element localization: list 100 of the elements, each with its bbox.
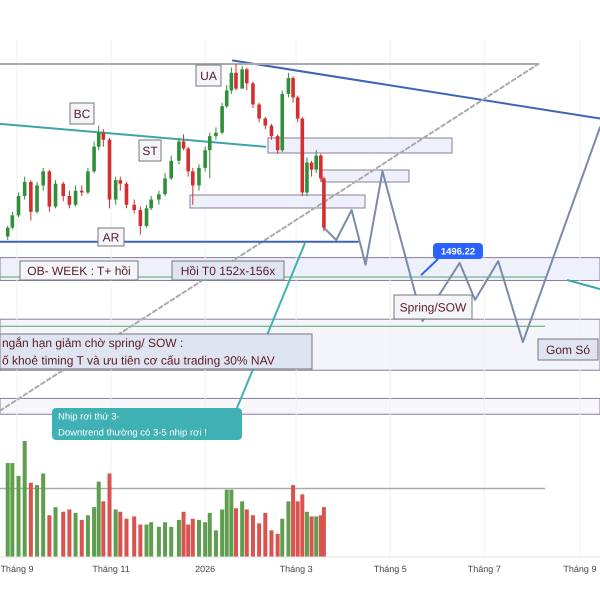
candlestick [22,176,26,200]
candlestick [214,126,218,140]
bar [263,512,268,557]
bar [169,526,174,557]
candlestick [197,164,201,192]
candlestick [224,84,229,108]
candlestick [314,150,318,174]
x-tick-label: Tháng 5 [374,564,407,574]
candlestick [163,172,167,196]
bar [234,508,238,557]
candlestick [182,134,186,151]
bar [74,512,78,557]
text: Hồi T0 152x-156x [180,264,276,278]
x-tick-label: Tháng 11 [92,564,130,574]
annotation: UA [200,68,217,83]
bar [244,509,249,557]
bar [114,509,118,557]
bar [250,515,255,557]
candlestick [244,67,249,91]
x-tick-label: 2026 [195,564,216,574]
bar [47,515,52,557]
bar [16,476,21,557]
text: ngắn hạn giảm chờ spring/ SOW : ố khoẻ timing T và ưu tiên cơ cấu trading 30% NAV [2,336,275,368]
candlestick [186,146,190,178]
candlestick [291,76,295,104]
x-tick-label: Tháng 9 [563,564,596,574]
bar [124,518,128,557]
bar [214,530,218,557]
candlestick [169,155,174,181]
candlestick [263,116,268,130]
candlestick [270,123,274,140]
bar [280,518,284,557]
candlestick [86,167,90,195]
candlestick [10,211,14,230]
candlestick [240,65,244,90]
bar [108,473,112,557]
bar [132,516,136,557]
candlestick [310,160,314,178]
bar [304,512,309,557]
candlestick [251,81,255,108]
text: OB- WEEK : T+ hồi [27,264,131,278]
candlestick [41,167,45,192]
candlestick [286,72,290,98]
bar [101,501,106,557]
bar [276,534,280,557]
candlestick [144,204,148,228]
bar [61,512,66,557]
candlestick [114,176,118,206]
annotation: BC [74,106,91,121]
candlestick [276,134,280,154]
bar [86,515,90,557]
bar [286,501,290,557]
candlestick [203,146,207,172]
candlestick [230,67,234,94]
bar [22,441,27,557]
candlestick [68,190,72,209]
candlestick [234,64,238,91]
candlestick [296,95,300,123]
bar [269,530,274,557]
candlestick [61,181,66,202]
bar [138,524,142,557]
bar [322,507,326,557]
annotation: ST [142,144,158,158]
candlestick [16,192,20,218]
text: Gom Só [546,342,590,357]
bar [163,522,168,557]
candlestick [177,137,181,165]
candlestick [102,128,106,148]
candlestick [74,184,78,208]
candlestick [149,196,153,211]
candlestick [118,176,122,192]
candlestick [80,184,84,196]
bar [35,485,40,557]
bar [118,512,122,557]
candlestick [208,132,212,179]
candlestick [96,125,101,151]
candlestick [257,102,261,123]
bar [310,516,314,557]
candlestick [157,190,161,206]
text: Nhịp rơi thứ 3- Downtrend thường có 3-5 nhịp rơi ! [58,411,207,438]
bar [196,520,201,557]
annotation: 1496.22 [440,246,476,258]
candlestick [124,181,128,209]
bar [240,501,244,557]
bar [80,520,84,557]
x-tick-label: Tháng 7 [468,564,501,574]
bar [28,482,33,557]
bar [41,473,46,557]
bar [156,526,161,557]
bar [182,512,186,557]
x-tick-label: Tháng 9 [0,564,34,574]
annotation: AR [102,230,120,244]
candlestick [54,180,58,209]
bar [314,516,318,557]
x-tick-label: Tháng 3 [280,564,313,574]
bar [176,520,181,557]
candlestick [6,225,10,240]
text: Spring/SOW [400,300,468,314]
bar [257,523,262,557]
candlestick [138,206,142,236]
